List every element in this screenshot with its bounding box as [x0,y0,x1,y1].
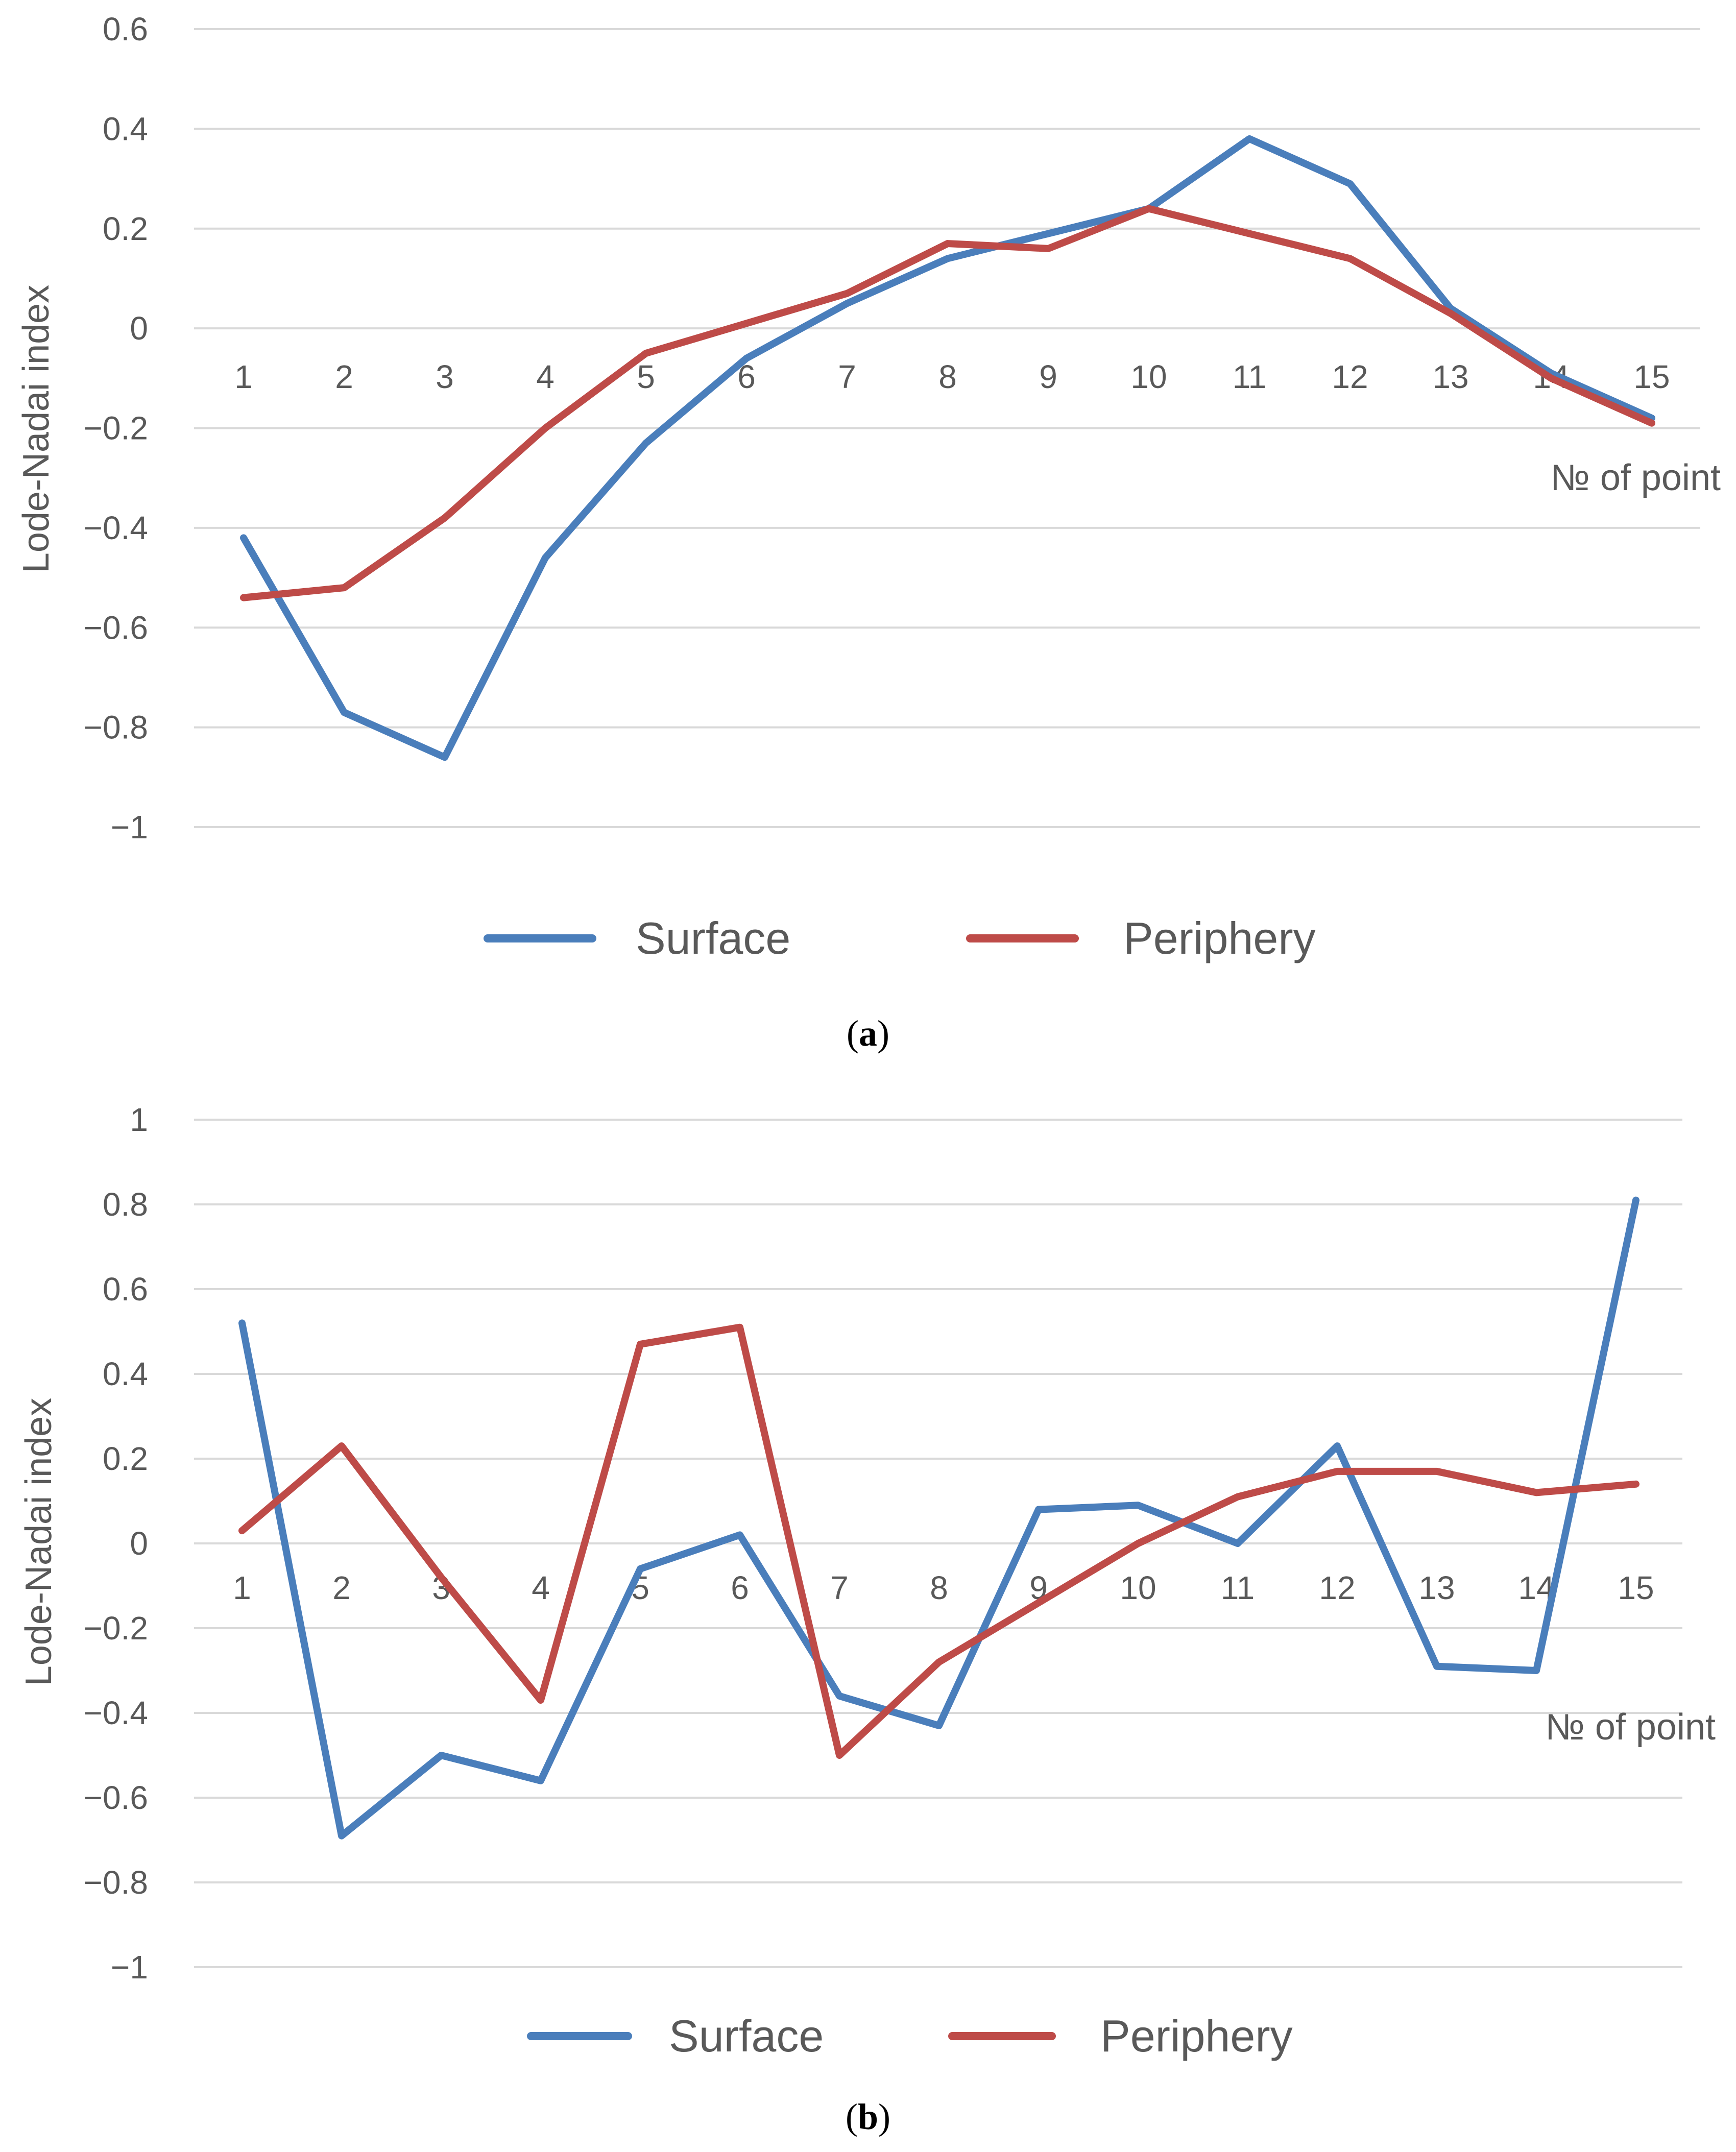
x-tick-label: 11 [1221,1569,1255,1606]
y-tick-label: −0.6 [84,609,148,646]
series-line-periphery [240,205,1655,601]
caption-paren-open: ( [846,2096,858,2137]
x-tick-label: 9 [1039,358,1057,395]
x-tick-label: 10 [1130,358,1167,395]
panel-caption: (b) [846,2096,890,2137]
y-tick-label: 1 [130,1101,148,1138]
series-line-periphery [238,1323,1639,1759]
legend: Surface Periphery [484,913,1316,963]
x-tick-label: 3 [436,358,454,395]
y-tick-label: 0.2 [103,1440,148,1477]
x-tick-label: 13 [1432,358,1468,395]
caption-paren-close: ) [878,2096,890,2137]
caption-paren-close: ) [877,1013,889,1054]
x-tick-label: 13 [1418,1569,1455,1606]
x-tick-label: 1 [233,1569,251,1606]
y-tick-label: −0.2 [84,1610,148,1647]
caption-paren-open: ( [847,1013,859,1054]
series-line-surface [240,135,1655,761]
y-axis-title: Lode-Nadai index [18,1398,59,1686]
x-tick-label: 10 [1120,1569,1156,1606]
y-tick-label: 0.4 [103,1356,148,1392]
x-tick-label: 15 [1618,1569,1654,1606]
y-tick-label: 0.8 [103,1186,148,1223]
x-tick-label: 1 [234,358,253,395]
x-axis-title: № of point [1551,457,1721,498]
x-axis-title: № of point [1546,1707,1716,1748]
x-tick-label: 4 [536,358,554,395]
y-tick-label: −1 [111,1949,148,1986]
y-tick-label: −0.8 [84,1864,148,1901]
chart-panel-a: 0.60.40.20−0.2−0.4−0.6−0.8−11 2 3 4 5 6 7 8 9 10 1… [16,11,1721,1054]
y-tick-label: 0.2 [103,210,148,247]
y-tick-label: −0.6 [84,1779,148,1816]
x-tick-label: 7 [838,358,856,395]
caption-letter: a [859,1013,877,1054]
x-tick-label: 12 [1332,358,1368,395]
x-tick-label: 5 [637,358,655,395]
legend-label-surface: Surface [669,2011,824,2061]
y-tick-label: −1 [111,809,148,845]
legend-label-periphery: Periphery [1123,913,1316,963]
y-tick-label: −0.4 [84,510,148,546]
chart-panel-b: 10.80.60.40.20−0.2−0.4−0.6−0.8−11 2 3 4 5 6 7 8… [18,1101,1716,2137]
x-tick-label: 11 [1233,358,1266,395]
x-tick-label: 2 [335,358,353,395]
legend-label-surface: Surface [636,913,790,963]
y-tick-label: 0 [130,310,148,347]
x-tick-label: 8 [930,1569,948,1606]
series-line-surface [238,1196,1639,1840]
y-tick-label: −0.8 [84,709,148,746]
x-tick-label: 7 [830,1569,849,1606]
y-axis-title: Lode-Nadai index [16,285,57,573]
x-tick-label: 4 [532,1569,550,1606]
y-tick-label: −0.2 [84,410,148,447]
x-tick-label: 12 [1319,1569,1355,1606]
y-tick-label: 0.6 [103,11,148,47]
x-tick-label: 6 [731,1569,749,1606]
legend-label-periphery: Periphery [1100,2011,1293,2061]
x-tick-label: 2 [332,1569,351,1606]
y-tick-label: 0.4 [103,110,148,147]
caption-letter: b [858,2096,878,2137]
x-tick-label: 8 [938,358,957,395]
y-tick-label: 0 [130,1525,148,1562]
y-tick-label: −0.4 [84,1695,148,1731]
panel-caption: (a) [847,1013,889,1054]
y-tick-label: 0.6 [103,1271,148,1308]
legend: Surface Periphery [527,2011,1293,2061]
x-tick-label: 15 [1633,358,1670,395]
